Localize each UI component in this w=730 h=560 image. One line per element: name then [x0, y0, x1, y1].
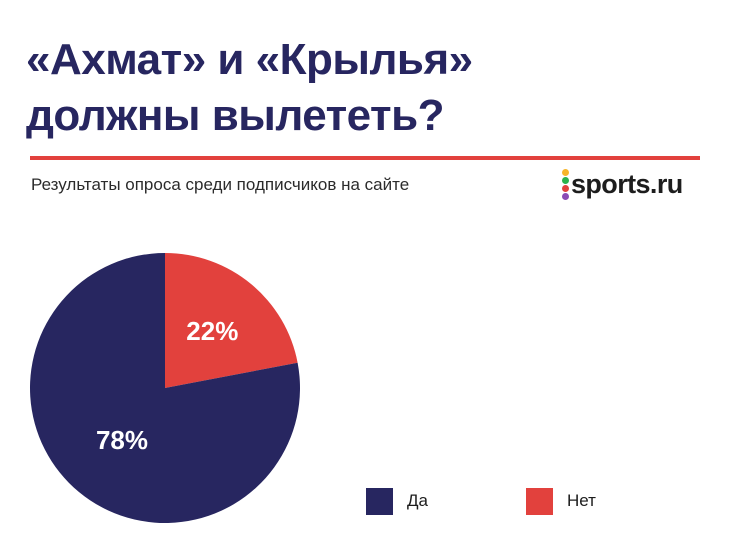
pie-slice-da: [29, 253, 301, 523]
legend-swatch-da: [366, 487, 393, 515]
pie-slice-net: [165, 253, 298, 388]
pie-label-da: 78%: [96, 425, 148, 455]
logo-dot-1: [562, 169, 569, 176]
chart-title-line-1: «Ахмат» и «Крылья»: [26, 35, 473, 84]
pie-label-net: 22%: [186, 316, 238, 346]
legend-label-da: Да: [407, 491, 428, 510]
legend-item-da: Да: [366, 487, 428, 515]
legend-item-net: Нет: [526, 487, 596, 515]
divider-rule: [30, 156, 700, 160]
logo-dots-icon: [562, 169, 570, 201]
legend-swatch-net: [526, 487, 553, 515]
chart-title-line-2: должны вылететь?: [26, 91, 445, 140]
logo-dot-2: [562, 177, 569, 184]
logo-dot-3: [562, 185, 569, 192]
sports-ru-logo: sports.ru: [562, 165, 702, 205]
logo-dot-4: [562, 193, 569, 200]
pie-labels: 22% 78%: [96, 316, 238, 455]
chart-subtitle: Результаты опроса среди подписчиков на с…: [31, 175, 410, 194]
legend-label-net: Нет: [567, 491, 596, 510]
logo-text: sports.ru: [571, 169, 683, 199]
chart-title: «Ахмат» и «Крылья» должны вылететь?: [26, 32, 706, 144]
pie-slices: [29, 253, 301, 523]
